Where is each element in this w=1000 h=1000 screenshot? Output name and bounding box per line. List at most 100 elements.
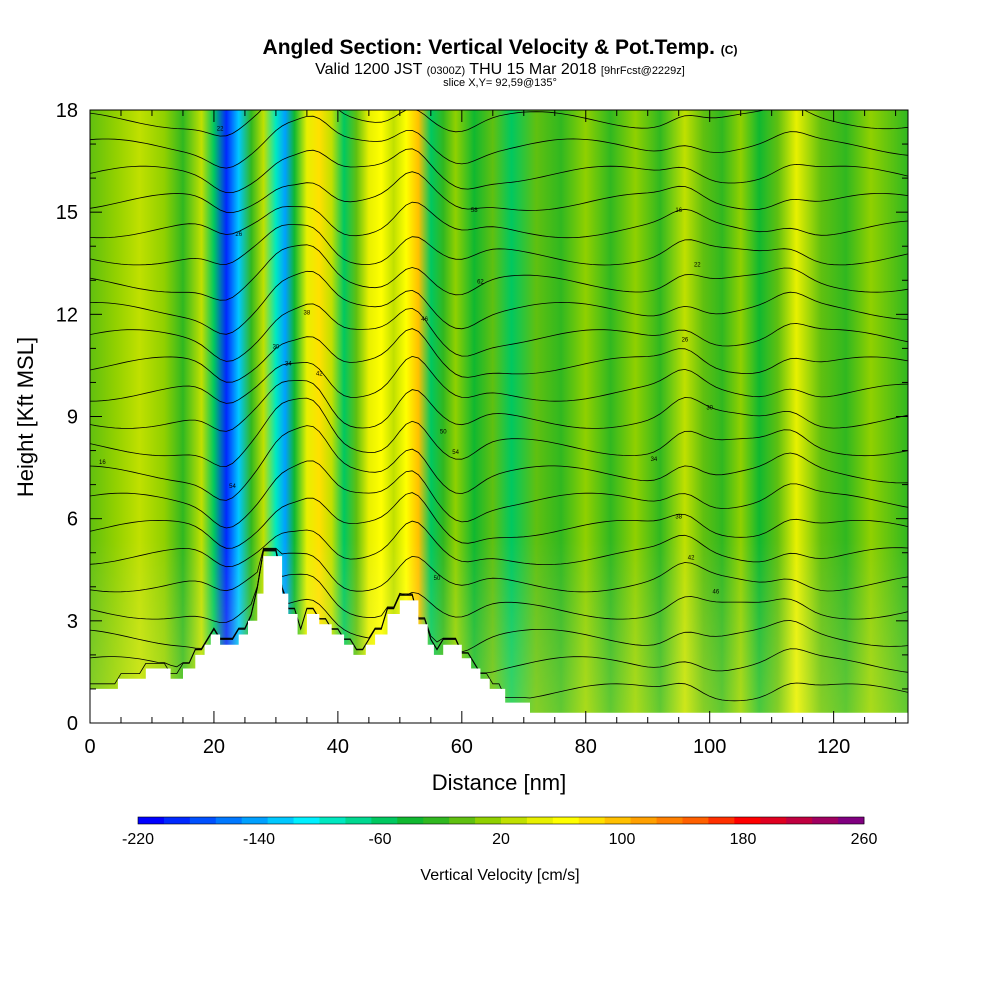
colorbar-swatch: [786, 817, 813, 824]
theta-contour: [90, 397, 908, 467]
contour-label: 62: [477, 280, 484, 286]
colorbar-swatch: [189, 817, 217, 824]
contour-label: 42: [688, 556, 695, 562]
chart-subtitle: Valid 1200 JST (0300Z) THU 15 Mar 2018 […: [0, 61, 1000, 79]
theta-contour: [90, 244, 908, 301]
theta-contour: [90, 171, 908, 214]
chart-title-text: Angled Section: Vertical Velocity & Pot.…: [262, 36, 715, 59]
theta-contour: [90, 380, 908, 432]
y-tick-label: 18: [56, 100, 78, 122]
colorbar-swatch: [397, 817, 424, 824]
colorbar-swatch: [345, 817, 372, 824]
colorbar-swatch: [760, 817, 787, 824]
colorbar-swatch: [552, 817, 580, 824]
contour-label: 16: [99, 460, 106, 466]
plot-area: 16 22 26 30 34 38 42 46 50 54 58 62 16 22 26 30 34 38 42 46…: [90, 110, 908, 723]
colorbar-swatch: [215, 817, 243, 824]
contour-label: 38: [304, 310, 311, 316]
colorbar-swatch: [423, 817, 450, 824]
contour-label: 30: [706, 406, 713, 412]
theta-contour: [90, 110, 908, 137]
contour-label: 58: [471, 208, 478, 214]
colorbar-swatch: [475, 817, 502, 824]
contour-label: 46: [421, 317, 428, 323]
theta-contour: [90, 460, 908, 529]
colorbar-swatch: [449, 817, 476, 824]
colorbar-tick-label: -140: [243, 831, 275, 848]
x-tick-label: 80: [575, 736, 597, 758]
theta-contour: [90, 549, 908, 653]
chart-title-suffix: (C): [720, 43, 738, 57]
colorbar-swatch: [630, 817, 657, 824]
colorbar-swatch: [708, 817, 735, 824]
x-tick-label: 40: [327, 736, 349, 758]
theta-contour: [90, 355, 908, 404]
colorbar-tick-label: -220: [122, 831, 154, 848]
chart-slice-info: slice X,Y= 92,59@135°: [443, 77, 557, 89]
contour-label: 30: [273, 344, 280, 350]
subtitle-forecast: [9hrFcst@2229z]: [600, 65, 685, 77]
colorbar-swatch: [578, 817, 606, 824]
x-tick-label: 0: [84, 736, 95, 758]
colorbar-swatch: [734, 817, 761, 824]
colorbar-swatch: [293, 817, 320, 824]
colorbar-tick-label: 260: [851, 831, 878, 848]
contour-label: 50: [440, 430, 447, 436]
theta-contour: [90, 547, 908, 593]
contour-label: 34: [285, 361, 292, 367]
chart-title: Angled Section: Vertical Velocity & Pot.…: [0, 36, 1000, 60]
contour-label: 42: [316, 372, 323, 378]
x-tick-label: 100: [693, 736, 726, 758]
contour-label: 22: [694, 263, 701, 269]
subtitle-utc: (0300Z): [426, 65, 466, 77]
theta-contour: [90, 550, 908, 702]
contour-label: 54: [452, 450, 459, 456]
colorbar-tick-label: 20: [492, 831, 510, 848]
contour-label: 26: [235, 232, 242, 238]
terrain-mask: [90, 556, 908, 723]
contour-label: 16: [675, 208, 682, 214]
colorbar-swatch: [682, 817, 709, 824]
theta-contour: [90, 549, 908, 674]
theta-contour: [90, 115, 908, 169]
colorbar-swatch: [319, 817, 346, 824]
y-tick-label: 0: [67, 713, 78, 735]
axes: 0 20 40 60 80 100 120 0 3 6 9 12 15 18: [56, 100, 908, 758]
colorbar-swatch: [371, 817, 398, 824]
contour-labels: 16 22 26 30 34 38 42 46 50 54 58 62 16 22 26 30 34 38 42 46…: [99, 126, 720, 595]
theta-contour: [90, 201, 908, 239]
colorbar-swatch: [526, 817, 554, 824]
colorbar-swatch: [812, 817, 839, 824]
colorbar-swatch: [656, 817, 683, 824]
theta-contour: [90, 520, 908, 568]
theta-contour: [90, 303, 908, 362]
subtitle-date: THU 15 Mar 2018: [469, 61, 597, 78]
contour-label: 50: [434, 576, 441, 582]
x-tick-label: 120: [817, 736, 850, 758]
contour-label: 46: [713, 590, 720, 596]
y-axis-title: Height [Kft MSL]: [13, 337, 38, 497]
colorbar-frame: [137, 816, 865, 825]
y-tick-label: 9: [67, 407, 78, 429]
contour-label: 34: [651, 457, 658, 463]
y-tick-label: 3: [67, 611, 78, 633]
theta-contour: [90, 270, 908, 335]
contour-label: 22: [217, 126, 224, 132]
theta-contour: [90, 148, 908, 193]
colorbar-swatch: [604, 817, 632, 824]
contour-label: 38: [675, 515, 682, 521]
theta-contour: [90, 548, 908, 624]
colorbar-swatch: [267, 817, 294, 824]
y-tick-label: 15: [56, 202, 78, 224]
theta-contour: [90, 492, 908, 549]
contour-label: 54: [229, 484, 236, 490]
colorbar-swatch: [163, 817, 191, 824]
colorbar-swatch: [501, 817, 528, 824]
y-tick-label: 12: [56, 304, 78, 326]
contour-label: 26: [682, 338, 689, 344]
colorbar-swatch: [138, 817, 165, 824]
colorbar-swatch: [838, 817, 865, 824]
y-tick-label: 6: [67, 509, 78, 531]
colorbar-tick-label: 100: [609, 831, 636, 848]
colorbar-tick-label: 180: [730, 831, 757, 848]
